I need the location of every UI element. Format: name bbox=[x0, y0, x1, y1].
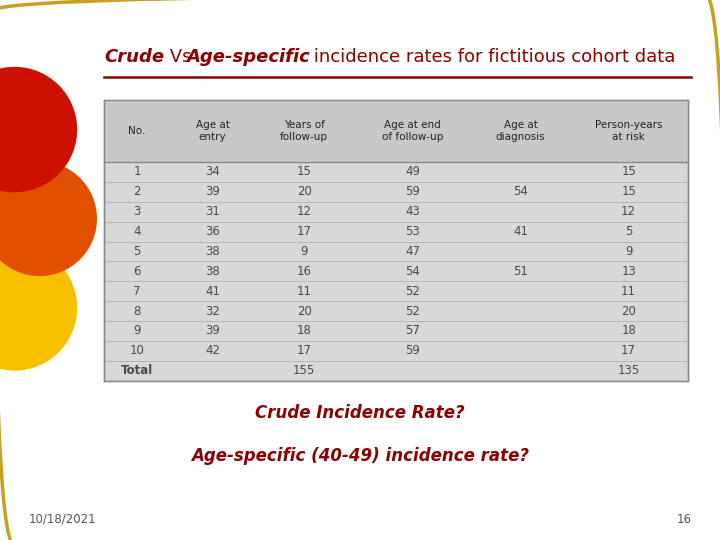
Text: Age at
diagnosis: Age at diagnosis bbox=[495, 120, 545, 142]
Text: 32: 32 bbox=[205, 305, 220, 318]
Text: Person-years
at risk: Person-years at risk bbox=[595, 120, 662, 142]
Text: 42: 42 bbox=[205, 345, 220, 357]
Ellipse shape bbox=[0, 162, 96, 275]
Text: 7: 7 bbox=[133, 285, 141, 298]
Text: 54: 54 bbox=[405, 265, 420, 278]
Text: 5: 5 bbox=[625, 225, 632, 238]
Text: 10: 10 bbox=[130, 345, 145, 357]
FancyBboxPatch shape bbox=[104, 100, 688, 162]
Text: 6: 6 bbox=[133, 265, 141, 278]
Text: 16: 16 bbox=[297, 265, 312, 278]
Text: 38: 38 bbox=[205, 245, 220, 258]
Text: 20: 20 bbox=[297, 185, 312, 198]
Text: 11: 11 bbox=[297, 285, 312, 298]
Text: Crude: Crude bbox=[104, 48, 165, 66]
Text: 5: 5 bbox=[133, 245, 141, 258]
Text: 54: 54 bbox=[513, 185, 528, 198]
Text: 57: 57 bbox=[405, 325, 420, 338]
Text: 15: 15 bbox=[297, 165, 312, 178]
Text: Age-specific (40-49) incidence rate?: Age-specific (40-49) incidence rate? bbox=[191, 447, 529, 465]
Text: Years of
follow-up: Years of follow-up bbox=[280, 120, 328, 142]
Text: 36: 36 bbox=[205, 225, 220, 238]
Text: 39: 39 bbox=[205, 325, 220, 338]
Text: Crude Incidence Rate?: Crude Incidence Rate? bbox=[255, 404, 465, 422]
Text: 43: 43 bbox=[405, 205, 420, 218]
Text: 1: 1 bbox=[133, 165, 141, 178]
Text: 10/18/2021: 10/18/2021 bbox=[29, 513, 96, 526]
Text: 18: 18 bbox=[621, 325, 636, 338]
Text: Age at end
of follow-up: Age at end of follow-up bbox=[382, 120, 443, 142]
Text: 15: 15 bbox=[621, 165, 636, 178]
Text: 49: 49 bbox=[405, 165, 420, 178]
Text: 9: 9 bbox=[133, 325, 141, 338]
Text: 47: 47 bbox=[405, 245, 420, 258]
Text: 20: 20 bbox=[297, 305, 312, 318]
Text: 12: 12 bbox=[297, 205, 312, 218]
Text: 59: 59 bbox=[405, 345, 420, 357]
Text: Age at
entry: Age at entry bbox=[196, 120, 230, 142]
Text: 18: 18 bbox=[297, 325, 312, 338]
Text: 52: 52 bbox=[405, 285, 420, 298]
Text: 31: 31 bbox=[205, 205, 220, 218]
Text: 9: 9 bbox=[300, 245, 308, 258]
Text: Vs: Vs bbox=[164, 48, 197, 66]
Text: 17: 17 bbox=[621, 345, 636, 357]
Text: 17: 17 bbox=[297, 345, 312, 357]
Text: 59: 59 bbox=[405, 185, 420, 198]
Text: 34: 34 bbox=[205, 165, 220, 178]
Text: 52: 52 bbox=[405, 305, 420, 318]
Text: 11: 11 bbox=[621, 285, 636, 298]
Text: 39: 39 bbox=[205, 185, 220, 198]
Text: Age-specific: Age-specific bbox=[186, 48, 310, 66]
Text: 41: 41 bbox=[513, 225, 528, 238]
Text: 3: 3 bbox=[133, 205, 141, 218]
Ellipse shape bbox=[0, 68, 76, 192]
Text: 20: 20 bbox=[621, 305, 636, 318]
Text: 12: 12 bbox=[621, 205, 636, 218]
Text: 51: 51 bbox=[513, 265, 528, 278]
FancyBboxPatch shape bbox=[104, 100, 688, 381]
Text: No.: No. bbox=[128, 126, 146, 136]
Text: 8: 8 bbox=[133, 305, 141, 318]
Text: incidence rates for fictitious cohort data: incidence rates for fictitious cohort da… bbox=[308, 48, 675, 66]
Text: 16: 16 bbox=[676, 513, 691, 526]
Text: 15: 15 bbox=[621, 185, 636, 198]
Text: 135: 135 bbox=[618, 364, 640, 377]
Text: 4: 4 bbox=[133, 225, 141, 238]
Text: Total: Total bbox=[121, 364, 153, 377]
Text: 2: 2 bbox=[133, 185, 141, 198]
Text: 155: 155 bbox=[293, 364, 315, 377]
Text: 38: 38 bbox=[205, 265, 220, 278]
Text: 17: 17 bbox=[297, 225, 312, 238]
Text: 9: 9 bbox=[625, 245, 632, 258]
Ellipse shape bbox=[0, 246, 76, 370]
Text: 41: 41 bbox=[205, 285, 220, 298]
Text: 53: 53 bbox=[405, 225, 420, 238]
Text: 13: 13 bbox=[621, 265, 636, 278]
